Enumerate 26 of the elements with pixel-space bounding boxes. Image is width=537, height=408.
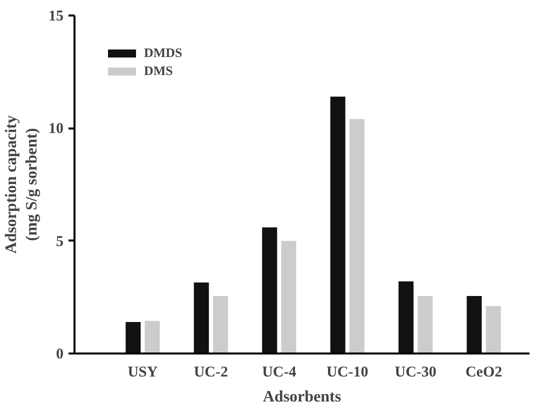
bar (466, 296, 482, 354)
bar (349, 119, 364, 354)
y-tick-label: 10 (48, 121, 64, 138)
x-tick-label: UC-2 (194, 364, 228, 380)
y-tick-label: 5 (56, 234, 64, 250)
bar (418, 296, 433, 354)
x-tick-label: CeO2 (465, 364, 502, 380)
bar (262, 227, 278, 354)
bar (194, 282, 209, 354)
bar (212, 296, 228, 354)
x-tick-label: UC-10 (326, 364, 368, 380)
x-tick-label: UC-30 (394, 364, 436, 380)
x-axis-title: Adsorbents (262, 388, 342, 406)
bar (144, 320, 160, 354)
x-tick-label: USY (128, 364, 158, 380)
y-tick-label: 15 (48, 8, 64, 24)
legend-label: DMS (144, 63, 173, 79)
bar (126, 322, 141, 354)
bar (486, 306, 501, 354)
bar (281, 240, 296, 354)
y-axis-title: Adsorption capacity (mg S/g sorbent) (3, 115, 40, 254)
y-tick-label: 0 (56, 346, 64, 362)
x-tick-label: UC-4 (262, 364, 297, 380)
bar (398, 281, 414, 354)
bar (330, 96, 346, 354)
legend-label: DMDS (144, 45, 182, 61)
